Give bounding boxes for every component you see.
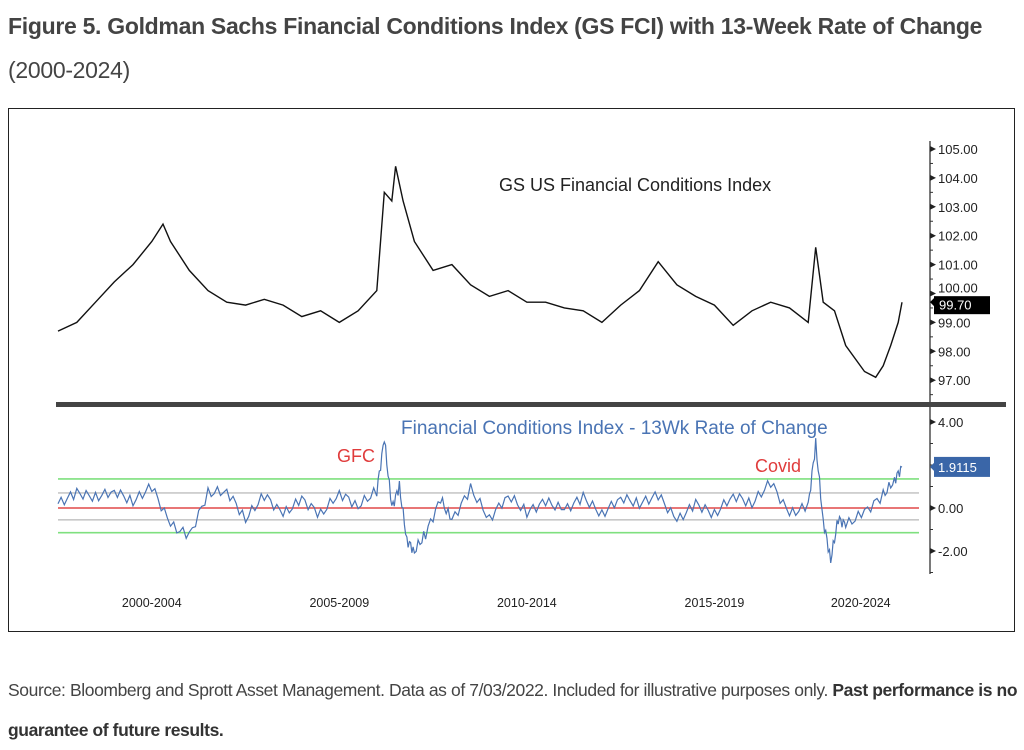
annotation-gfc: GFC [337, 446, 375, 466]
top-tick-mark [930, 261, 936, 268]
top-chart-title: GS US Financial Conditions Index [499, 175, 771, 195]
bottom-chart-title: Financial Conditions Index - 13Wk Rate o… [401, 418, 828, 439]
x-tick-label: 2020-2024 [831, 596, 891, 610]
bottom-tick-label: 0.00 [938, 501, 963, 516]
bottom-tick-mark [930, 505, 936, 511]
source-note: Source: Bloomberg and Sprott Asset Manag… [8, 670, 1018, 750]
top-tick-label: 104.00 [938, 171, 978, 186]
bottom-tick-mark [930, 548, 936, 554]
x-tick-label: 2015-2019 [685, 596, 745, 610]
top-tick-mark [930, 146, 936, 152]
top-tick-label: 99.00 [938, 315, 971, 330]
bottom-tick-mark [930, 419, 936, 425]
top-tick-mark [930, 174, 936, 181]
chart-svg: GS US Financial Conditions Index Financi… [56, 141, 1006, 610]
top-tick-label: 105.00 [938, 142, 978, 157]
top-tick-label: 97.00 [938, 373, 971, 388]
disclaimer: Past performance is no guarantee of futu… [8, 680, 1018, 740]
top-tick-label: 100.00 [938, 281, 978, 296]
top-tick-mark [930, 232, 936, 239]
x-tick-label: 2005-2009 [309, 596, 369, 610]
fci-line [57, 166, 903, 379]
panel-divider [56, 402, 1006, 407]
top-tick-mark [930, 377, 936, 384]
top-tick-label: 101.00 [938, 258, 978, 273]
figure-title: Figure 5. Goldman Sachs Financial Condit… [8, 4, 1018, 92]
roc-last-value-label: 1.9115 [938, 460, 977, 475]
x-tick-label: 2010-2014 [497, 596, 557, 610]
top-tick-label: 98.00 [938, 344, 971, 359]
x-tick-label: 2000-2004 [122, 596, 182, 610]
top-tick-mark [930, 203, 936, 210]
annotation-covid: Covid [755, 456, 801, 476]
last-value-label: 99.70 [939, 298, 972, 313]
top-tick-mark [930, 290, 936, 297]
figure-title-bold: Figure 5. Goldman Sachs Financial Condit… [8, 13, 983, 39]
roc-last-value-pointer [930, 461, 935, 472]
bottom-tick-label: 4.00 [938, 415, 963, 430]
last-value-badge [934, 296, 990, 315]
figure-title-sub: (2000-2024) [8, 57, 131, 83]
last-value-pointer [930, 297, 935, 308]
top-tick-label: 103.00 [938, 200, 978, 215]
bottom-tick-label: -2.00 [938, 544, 968, 559]
source-text: Source: Bloomberg and Sprott Asset Manag… [8, 680, 828, 700]
roc-line [57, 438, 903, 563]
roc-last-value-badge [934, 456, 990, 477]
chart-frame: GS US Financial Conditions Index Financi… [8, 108, 1015, 632]
top-tick-mark [930, 319, 936, 326]
top-tick-label: 102.00 [938, 229, 978, 244]
top-tick-mark [930, 348, 936, 355]
